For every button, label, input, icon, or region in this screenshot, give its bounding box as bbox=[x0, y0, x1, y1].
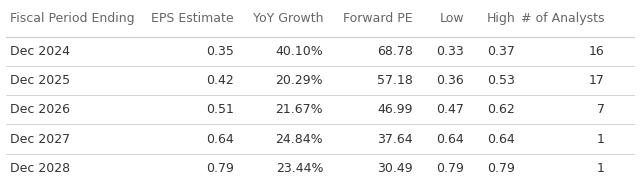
Text: 0.42: 0.42 bbox=[206, 74, 234, 87]
Text: 57.18: 57.18 bbox=[377, 74, 413, 87]
Text: 30.49: 30.49 bbox=[377, 162, 413, 175]
Text: 0.64: 0.64 bbox=[488, 132, 515, 146]
Text: 0.53: 0.53 bbox=[487, 74, 515, 87]
Text: 1: 1 bbox=[597, 132, 605, 146]
Text: 0.36: 0.36 bbox=[436, 74, 464, 87]
Text: 1: 1 bbox=[597, 162, 605, 175]
Text: 7: 7 bbox=[596, 103, 605, 116]
Text: 16: 16 bbox=[589, 45, 605, 58]
Text: 0.79: 0.79 bbox=[205, 162, 234, 175]
Text: Dec 2026: Dec 2026 bbox=[10, 103, 70, 116]
Text: 0.79: 0.79 bbox=[436, 162, 464, 175]
Text: 0.37: 0.37 bbox=[487, 45, 515, 58]
Text: YoY Growth: YoY Growth bbox=[253, 12, 323, 25]
Text: EPS Estimate: EPS Estimate bbox=[151, 12, 234, 25]
Text: 0.64: 0.64 bbox=[436, 132, 464, 146]
Text: 68.78: 68.78 bbox=[377, 45, 413, 58]
Text: High: High bbox=[486, 12, 515, 25]
Text: Dec 2027: Dec 2027 bbox=[10, 132, 70, 146]
Text: 21.67%: 21.67% bbox=[276, 103, 323, 116]
Text: 0.79: 0.79 bbox=[487, 162, 515, 175]
Text: 0.64: 0.64 bbox=[206, 132, 234, 146]
Text: Low: Low bbox=[440, 12, 464, 25]
Text: 23.44%: 23.44% bbox=[276, 162, 323, 175]
Text: # of Analysts: # of Analysts bbox=[522, 12, 605, 25]
Text: 24.84%: 24.84% bbox=[276, 132, 323, 146]
Text: Dec 2025: Dec 2025 bbox=[10, 74, 70, 87]
Text: 46.99: 46.99 bbox=[378, 103, 413, 116]
Text: 40.10%: 40.10% bbox=[275, 45, 323, 58]
Text: Dec 2024: Dec 2024 bbox=[10, 45, 70, 58]
Text: Fiscal Period Ending: Fiscal Period Ending bbox=[10, 12, 134, 25]
Text: 0.35: 0.35 bbox=[205, 45, 234, 58]
Text: Forward PE: Forward PE bbox=[343, 12, 413, 25]
Text: 0.47: 0.47 bbox=[436, 103, 464, 116]
Text: 0.33: 0.33 bbox=[436, 45, 464, 58]
Text: 17: 17 bbox=[589, 74, 605, 87]
Text: Dec 2028: Dec 2028 bbox=[10, 162, 70, 175]
Text: 20.29%: 20.29% bbox=[276, 74, 323, 87]
Text: 0.51: 0.51 bbox=[205, 103, 234, 116]
Text: 37.64: 37.64 bbox=[377, 132, 413, 146]
Text: 0.62: 0.62 bbox=[488, 103, 515, 116]
